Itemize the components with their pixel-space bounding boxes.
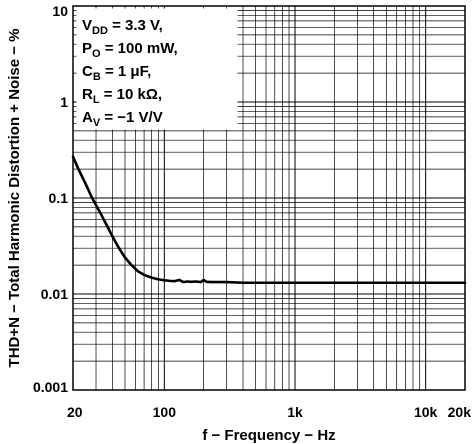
y-tick-label: 0.001	[33, 379, 68, 395]
x-axis-ticks: 20 100 1k 10k 20k	[67, 404, 471, 420]
condition-line-3: CB = 1 μF,	[82, 63, 151, 83]
x-tick-label: 100	[153, 404, 177, 420]
y-tick-label: 0.01	[41, 286, 68, 302]
y-tick-label: 1	[60, 94, 68, 110]
condition-line-1: VDD = 3.3 V,	[82, 17, 163, 37]
y-axis-ticks: 10 1 0.1 0.01 0.001	[33, 3, 68, 395]
x-tick-label: 20	[67, 404, 83, 420]
series-line-1	[71, 155, 467, 285]
plot-frame	[72, 5, 466, 391]
condition-line-2: PO = 100 mW,	[82, 40, 178, 60]
y-axis-title: THD+N − Total Harmonic Distortion + Nois…	[6, 29, 23, 368]
conditions-text: VDD = 3.3 V, PO = 100 mW, CB = 1 μF, RL = 1…	[82, 17, 178, 129]
x-tick-label: 10k	[414, 404, 438, 420]
condition-line-5: AV = −1 V/V	[82, 109, 163, 129]
y-tick-label: 0.1	[49, 190, 69, 206]
x-tick-label: 20k	[448, 404, 472, 420]
x-axis-title: f − Frequency − Hz	[202, 427, 335, 444]
x-tick-label: 1k	[287, 404, 303, 420]
series-group	[71, 155, 467, 285]
condition-line-4: RL = 10 kΩ,	[82, 86, 162, 106]
conditions-box	[76, 8, 238, 130]
y-tick-label: 10	[52, 3, 68, 19]
